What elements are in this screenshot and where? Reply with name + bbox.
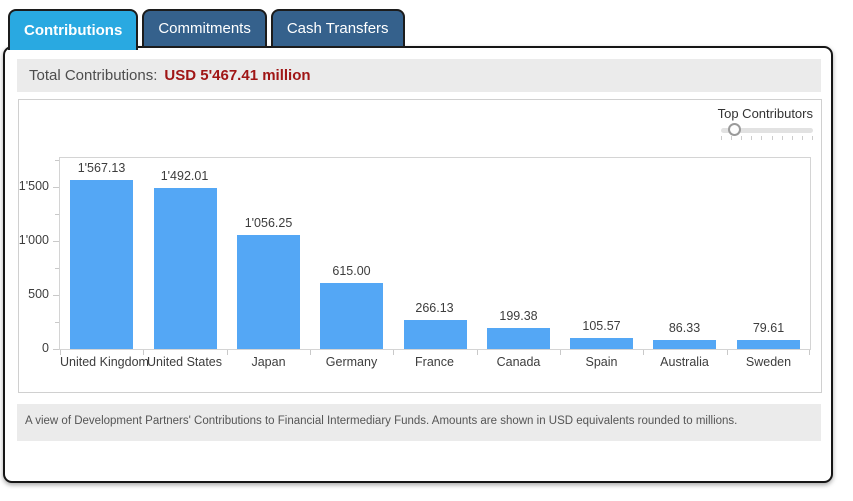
- slider-tick: [781, 136, 783, 140]
- bar-value-label: 266.13: [415, 301, 454, 315]
- category-label: Spain: [585, 355, 618, 369]
- y-axis-tick: [53, 349, 59, 350]
- y-axis-minor-tick: [55, 214, 59, 215]
- slider-ticks: [721, 136, 813, 140]
- bar-spain[interactable]: [570, 338, 633, 349]
- plot-area: 1'567.13 United Kingdom 1'492.01 United Sta…: [19, 157, 811, 369]
- bar-germany[interactable]: [320, 283, 383, 349]
- x-axis-tick: [477, 350, 478, 355]
- top-contributors-control: Top Contributors: [703, 106, 813, 140]
- tab-commitments[interactable]: Commitments: [142, 9, 267, 48]
- tab-commitments-label: Commitments: [158, 20, 251, 37]
- slider-tick: [751, 136, 753, 140]
- y-axis-label: 1'500: [18, 179, 49, 193]
- bar-value-label: 615.00: [332, 264, 371, 278]
- bar-value-label: 86.33: [668, 321, 701, 335]
- bar-sweden[interactable]: [737, 340, 800, 349]
- category-label: Japan: [251, 355, 286, 369]
- slider-handle[interactable]: [728, 123, 742, 136]
- x-axis-tick: [227, 350, 228, 355]
- category-label: United States: [146, 355, 223, 369]
- y-axis-minor-tick: [55, 160, 59, 161]
- y-axis-label: 500: [28, 287, 49, 301]
- slider-track[interactable]: [721, 128, 813, 133]
- y-axis-tick: [53, 295, 59, 296]
- y-axis-tick: [53, 187, 59, 188]
- tab-bar: Contributions Commitments Cash Transfers: [8, 9, 405, 50]
- total-contributions-band: Total Contributions: USD 5'467.41 millio…: [17, 59, 821, 92]
- x-axis-tick: [143, 350, 144, 355]
- category-label: Sweden: [745, 355, 792, 369]
- bar-value-label: 199.38: [499, 309, 538, 323]
- bar-value-label: 105.57: [582, 319, 621, 333]
- slider-tick: [721, 136, 722, 140]
- bar-united-kingdom[interactable]: [70, 180, 133, 349]
- tab-contributions[interactable]: Contributions: [8, 9, 139, 50]
- content-panel: Total Contributions: USD 5'467.41 millio…: [3, 46, 833, 483]
- slider-tick: [761, 136, 763, 140]
- y-axis-minor-tick: [55, 268, 59, 269]
- category-label: Germany: [325, 355, 378, 369]
- x-axis-tick: [310, 350, 311, 355]
- y-axis-minor-tick: [55, 322, 59, 323]
- top-contributors-label: Top Contributors: [717, 106, 813, 121]
- bar-united-states[interactable]: [154, 188, 217, 349]
- category-label: Canada: [496, 355, 541, 369]
- tab-cash-transfers-label: Cash Transfers: [286, 20, 389, 37]
- x-axis-tick: [727, 350, 728, 355]
- bar-value-label: 1'567.13: [77, 161, 126, 175]
- tab-contributions-label: Contributions: [24, 22, 123, 39]
- x-axis-tick: [60, 350, 61, 355]
- slider-tick: [731, 136, 733, 140]
- footer-note: A view of Development Partners' Contribu…: [25, 415, 738, 427]
- tab-cash-transfers[interactable]: Cash Transfers: [270, 9, 405, 48]
- slider-tick: [811, 136, 813, 140]
- chart-container: Top Contributors 1'567.13 United Kingdom 1…: [18, 99, 822, 393]
- bar-japan[interactable]: [237, 235, 300, 349]
- bar-value-label: 79.61: [752, 321, 785, 335]
- top-contributors-slider[interactable]: [721, 123, 813, 140]
- x-axis-tick: [809, 350, 810, 355]
- x-axis-tick: [560, 350, 561, 355]
- slider-tick: [791, 136, 793, 140]
- x-axis-tick: [643, 350, 644, 355]
- slider-tick: [801, 136, 803, 140]
- bar-france[interactable]: [404, 320, 467, 349]
- slider-tick: [741, 136, 743, 140]
- y-axis-tick: [53, 241, 59, 242]
- total-contributions-label: Total Contributions:: [29, 67, 158, 84]
- y-axis-label: 1'000: [18, 233, 49, 247]
- category-label: Australia: [660, 355, 709, 369]
- slider-tick: [771, 136, 773, 140]
- y-axis-label: 0: [42, 341, 49, 355]
- bar-value-label: 1'056.25: [244, 216, 293, 230]
- x-axis-tick: [393, 350, 394, 355]
- bar-canada[interactable]: [487, 328, 550, 349]
- bar-value-label: 1'492.01: [160, 169, 209, 183]
- footer-note-band: A view of Development Partners' Contribu…: [17, 404, 821, 441]
- bar-australia[interactable]: [653, 340, 716, 349]
- category-label: United Kingdom: [60, 355, 149, 369]
- total-contributions-value: USD 5'467.41 million: [164, 67, 311, 84]
- category-label: France: [415, 355, 454, 369]
